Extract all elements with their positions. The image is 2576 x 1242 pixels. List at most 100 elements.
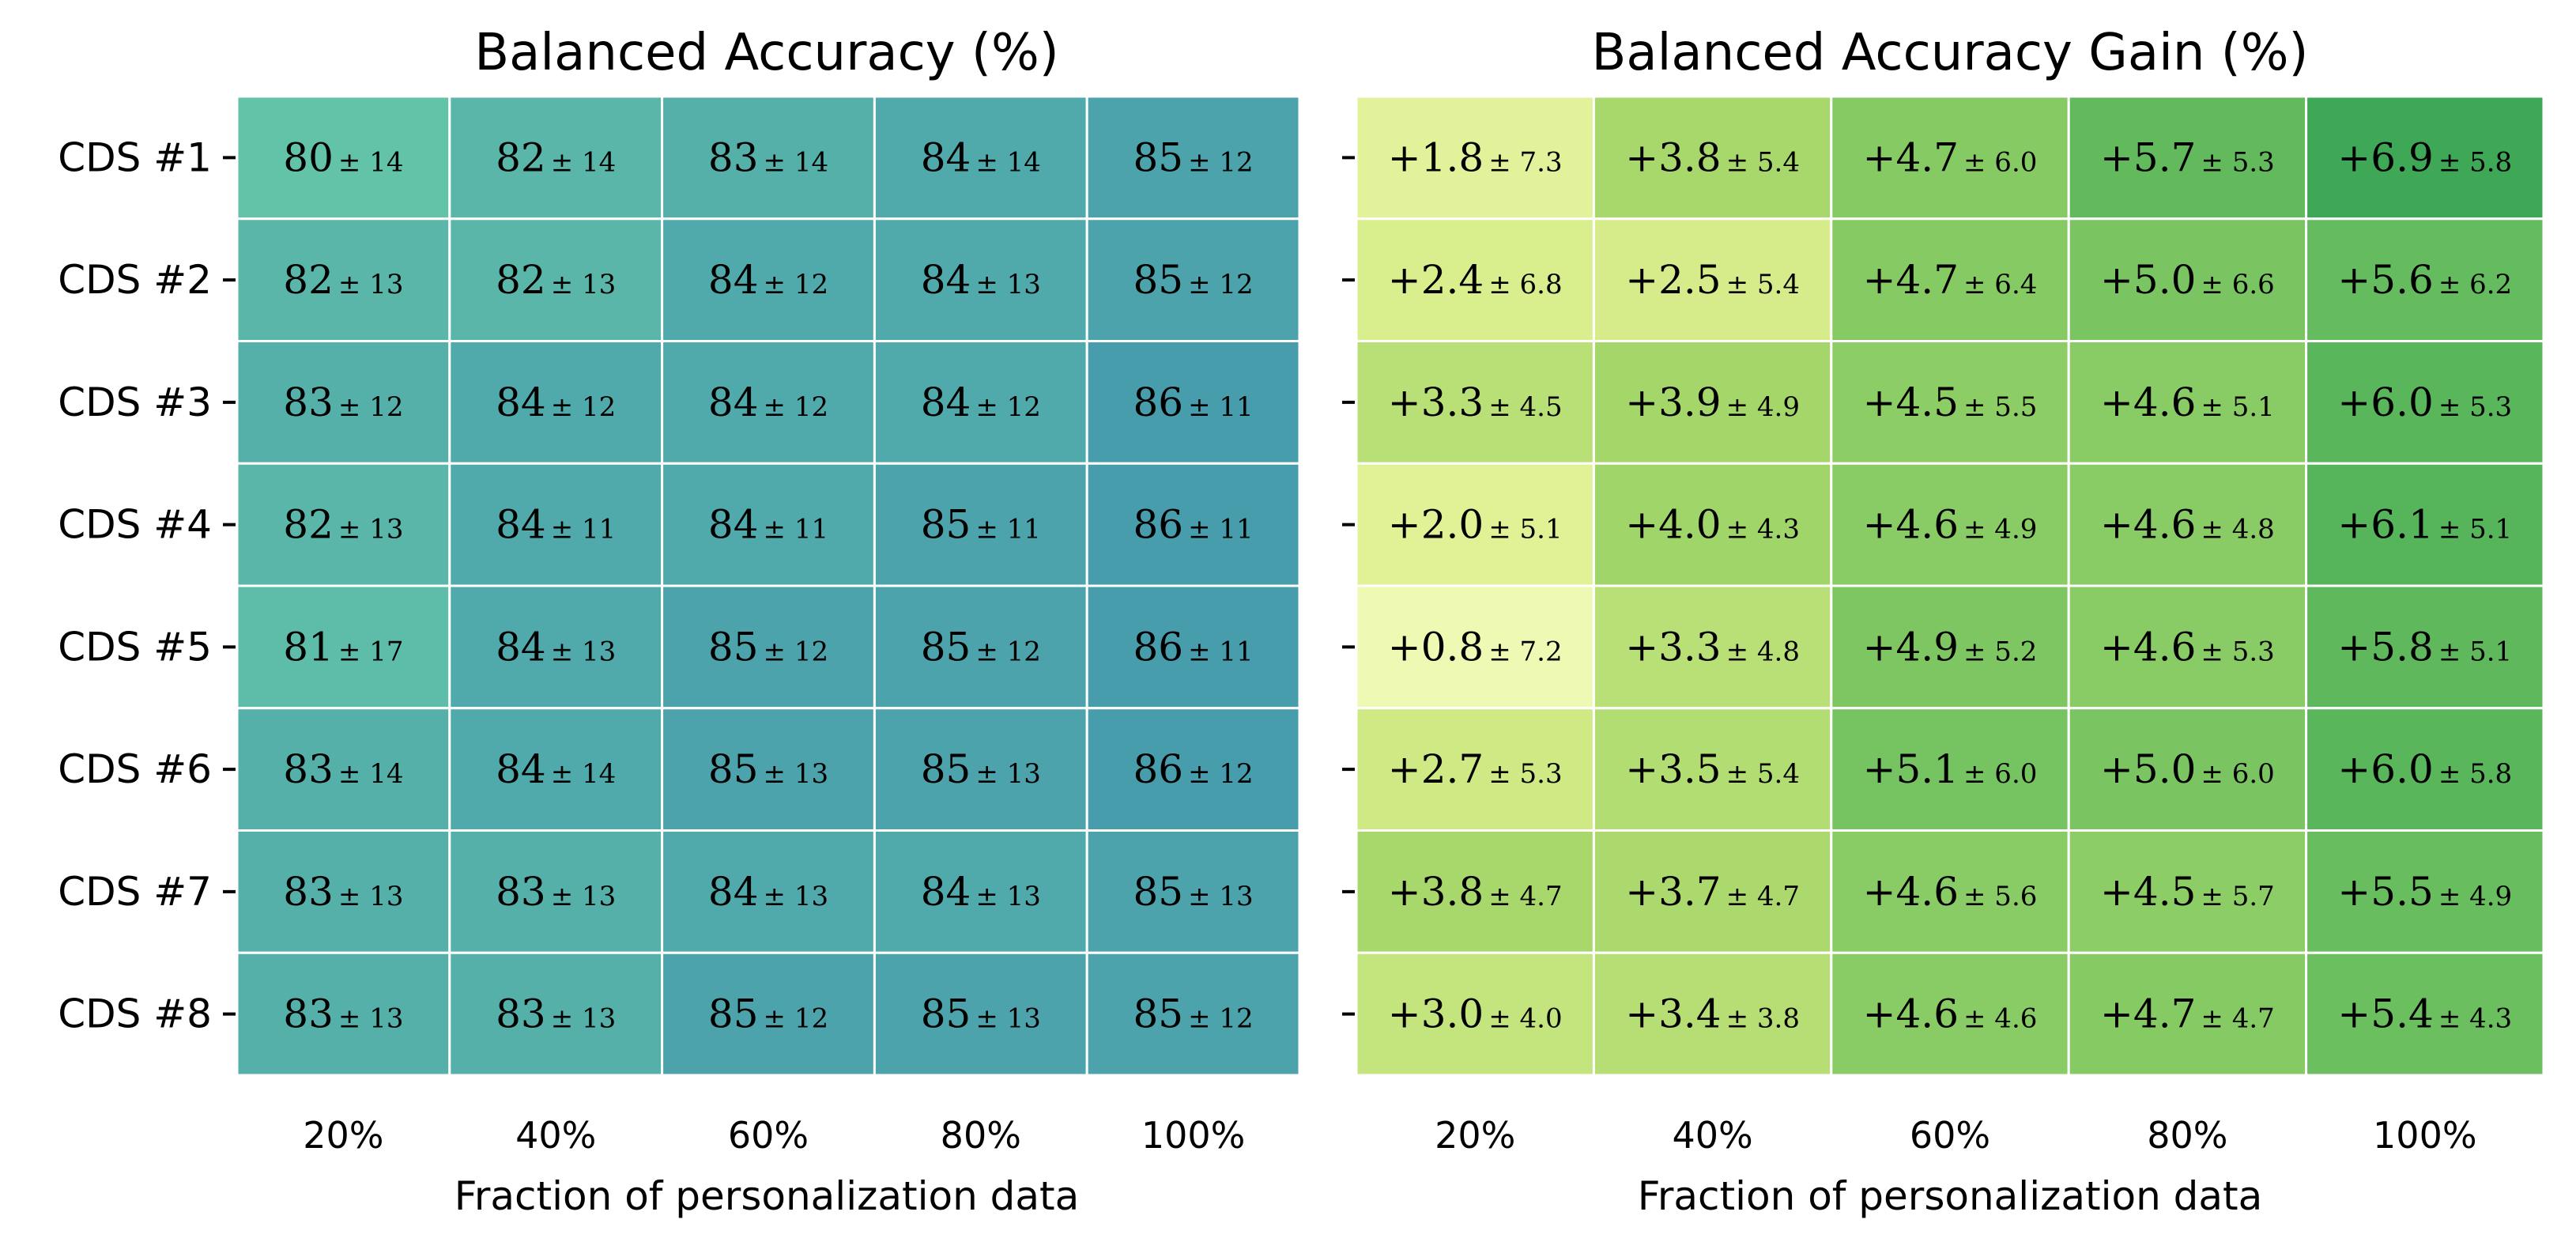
cell-std: ± 13 bbox=[551, 269, 617, 300]
x-tick-label: 100% bbox=[1141, 1114, 1246, 1157]
row-label: CDS #5 bbox=[58, 624, 212, 670]
heatmap-cell bbox=[1592, 707, 1833, 832]
cell-mean: 82 bbox=[283, 502, 334, 548]
x-tick-label: 80% bbox=[2147, 1114, 2227, 1157]
cell-std: ± 13 bbox=[338, 269, 404, 300]
cell-mean: 84 bbox=[708, 502, 759, 548]
cell-std: ± 14 bbox=[338, 758, 404, 790]
heatmap-cell bbox=[1592, 829, 1833, 954]
cell-value-label: 85 ± 13 bbox=[921, 746, 1041, 792]
cell-value-label: +3.0 ± 4.0 bbox=[1388, 991, 1563, 1037]
cell-std: ± 14 bbox=[338, 146, 404, 178]
cell-std: ± 4.0 bbox=[1488, 1003, 1562, 1035]
cell-std: ± 13 bbox=[975, 1003, 1041, 1035]
cell-value-label: +2.0 ± 5.1 bbox=[1388, 502, 1563, 548]
heatmap-cell bbox=[2305, 707, 2545, 832]
cell-mean: +3.8 bbox=[1388, 869, 1484, 915]
heatmap-cell bbox=[661, 340, 876, 465]
cell-mean: +2.5 bbox=[1625, 257, 1721, 303]
cell-value-label: 84 ± 14 bbox=[496, 746, 616, 792]
heatmap-cell bbox=[2067, 462, 2308, 587]
cell-mean: +5.6 bbox=[2337, 257, 2433, 303]
cell-mean: +3.3 bbox=[1625, 624, 1721, 670]
cell-std: ± 13 bbox=[764, 881, 829, 912]
cell-std: ± 14 bbox=[764, 146, 829, 178]
heatmap-cell bbox=[1592, 462, 1833, 587]
cell-std: ± 5.3 bbox=[2201, 146, 2274, 178]
cell-value-label: +3.4 ± 3.8 bbox=[1625, 991, 1800, 1037]
cell-value-label: +3.3 ± 4.5 bbox=[1388, 379, 1563, 425]
cell-mean: +3.8 bbox=[1625, 134, 1721, 180]
cell-mean: 83 bbox=[283, 746, 334, 792]
cell-value-label: +4.6 ± 5.3 bbox=[2100, 624, 2275, 670]
cell-std: ± 5.4 bbox=[1726, 146, 1800, 178]
heatmap-cell bbox=[236, 707, 451, 832]
cell-mean: +6.0 bbox=[2337, 746, 2433, 792]
heatmap-cell bbox=[873, 95, 1088, 221]
cell-value-label: 85 ± 13 bbox=[921, 991, 1041, 1037]
cell-std: ± 4.9 bbox=[1963, 514, 2037, 545]
cell-std: ± 7.2 bbox=[1488, 636, 1562, 667]
cell-value-label: +6.0 ± 5.3 bbox=[2337, 379, 2512, 425]
cell-mean: 83 bbox=[283, 379, 334, 425]
heatmap-cell bbox=[873, 829, 1088, 954]
heatmap-cell bbox=[1830, 707, 2070, 832]
cell-mean: 80 bbox=[283, 134, 334, 180]
cell-std: ± 4.3 bbox=[1726, 514, 1800, 545]
cell-std: ± 6.0 bbox=[2201, 758, 2274, 790]
cell-std: ± 12 bbox=[764, 391, 829, 423]
cell-std: ± 12 bbox=[764, 269, 829, 300]
x-tick-label: 100% bbox=[2373, 1114, 2477, 1157]
cell-mean: 84 bbox=[708, 379, 759, 425]
row-label: CDS #1 bbox=[58, 134, 212, 180]
cell-mean: +5.7 bbox=[2100, 134, 2196, 180]
cell-mean: 83 bbox=[708, 134, 759, 180]
cell-value-label: +6.0 ± 5.8 bbox=[2337, 746, 2512, 792]
heatmap-cell bbox=[1592, 217, 1833, 342]
cell-std: ± 4.7 bbox=[1726, 881, 1800, 912]
cell-std: ± 11 bbox=[1188, 514, 1254, 545]
x-tick-label: 60% bbox=[728, 1114, 809, 1157]
cell-std: ± 13 bbox=[551, 636, 617, 667]
cell-mean: 85 bbox=[708, 624, 759, 670]
cell-value-label: 83 ± 12 bbox=[283, 379, 403, 425]
cell-value-label: +5.0 ± 6.6 bbox=[2100, 257, 2275, 303]
cell-value-label: 84 ± 12 bbox=[708, 257, 828, 303]
cell-mean: +4.6 bbox=[1863, 991, 1959, 1037]
cell-mean: 84 bbox=[921, 379, 971, 425]
cell-std: ± 12 bbox=[975, 391, 1041, 423]
cell-std: ± 4.5 bbox=[1488, 391, 1562, 423]
heatmap-cell bbox=[2305, 951, 2545, 1077]
heatmap-cell bbox=[2305, 217, 2545, 342]
heatmap-cell bbox=[2305, 95, 2545, 221]
heatmap-cell bbox=[661, 95, 876, 221]
cell-value-label: 85 ± 12 bbox=[1133, 991, 1254, 1037]
cell-mean: 84 bbox=[921, 869, 971, 915]
cell-value-label: 84 ± 12 bbox=[708, 379, 828, 425]
heatmap-cell bbox=[1830, 340, 2070, 465]
cell-value-label: 86 ± 11 bbox=[1133, 502, 1254, 548]
cell-mean: 85 bbox=[1133, 257, 1184, 303]
cell-std: ± 17 bbox=[338, 636, 404, 667]
cell-mean: 84 bbox=[496, 379, 546, 425]
cell-value-label: 83 ± 14 bbox=[708, 134, 828, 180]
heatmap-cell bbox=[236, 340, 451, 465]
cell-std: ± 4.9 bbox=[1726, 391, 1800, 423]
cell-value-label: 85 ± 12 bbox=[1133, 257, 1254, 303]
cell-mean: +2.7 bbox=[1388, 746, 1484, 792]
cell-value-label: +5.6 ± 6.2 bbox=[2337, 257, 2512, 303]
x-tick-label: 80% bbox=[941, 1114, 1021, 1157]
cell-mean: +4.6 bbox=[2100, 379, 2196, 425]
cell-std: ± 13 bbox=[338, 881, 404, 912]
cell-std: ± 6.6 bbox=[2201, 269, 2274, 300]
cell-value-label: +2.7 ± 5.3 bbox=[1388, 746, 1563, 792]
cell-value-label: +4.0 ± 4.3 bbox=[1625, 502, 1800, 548]
cell-std: ± 14 bbox=[551, 758, 617, 790]
balanced-accuracy-heatmap: Balanced Accuracy (%) 80 ± 14 82 ± 14 83 ± 14… bbox=[58, 24, 1301, 1219]
row-label: CDS #2 bbox=[58, 257, 212, 303]
cell-value-label: 83 ± 13 bbox=[283, 869, 403, 915]
heatmap-cell bbox=[2067, 217, 2308, 342]
cell-value-label: +6.1 ± 5.1 bbox=[2337, 502, 2512, 548]
cell-value-label: 83 ± 13 bbox=[496, 991, 616, 1037]
